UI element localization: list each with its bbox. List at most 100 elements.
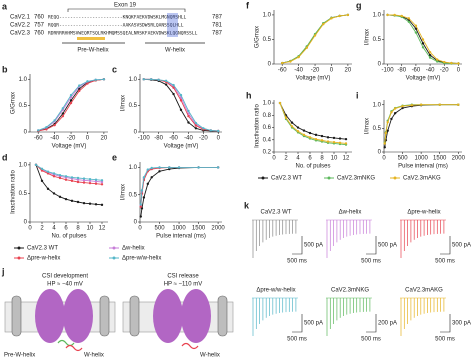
point — [421, 46, 425, 49]
point — [177, 166, 181, 169]
legend-marker — [327, 176, 331, 180]
x-tick-label: -20 — [440, 68, 449, 74]
channel — [153, 289, 183, 343]
point — [419, 103, 423, 106]
subunit — [129, 295, 140, 337]
trace-label: CaV2.3mAKG — [405, 288, 443, 294]
point — [88, 181, 92, 185]
point — [302, 133, 306, 137]
legend-marker — [17, 246, 21, 250]
point — [76, 178, 80, 181]
point — [64, 197, 68, 201]
point — [414, 31, 418, 34]
point — [88, 179, 92, 183]
x-tick-label: 6 — [64, 226, 68, 232]
series-line — [282, 14, 348, 64]
x-tick-label: 2000 — [211, 226, 225, 232]
x-tick-label: 8 — [320, 156, 324, 162]
scale-amp: 500 pA — [378, 243, 397, 249]
x-tick-label: 2 — [40, 226, 44, 232]
point — [61, 112, 65, 115]
x-tick-label: 500 — [398, 156, 409, 162]
scale-bar — [440, 236, 451, 255]
point — [58, 176, 62, 180]
series-line — [384, 104, 459, 143]
point — [70, 199, 74, 203]
highlight — [77, 37, 105, 40]
x-tick-label: 0 — [86, 136, 90, 142]
point — [70, 179, 74, 183]
point — [164, 79, 168, 83]
point — [393, 112, 397, 115]
point — [146, 168, 150, 171]
point — [158, 166, 161, 169]
point — [278, 101, 282, 105]
point — [338, 137, 342, 140]
exon-bracket — [67, 8, 186, 12]
point — [407, 17, 411, 20]
point — [94, 182, 98, 185]
point — [338, 14, 341, 18]
y-tick-label: 1.0 — [19, 162, 28, 168]
panel-label: a — [2, 1, 8, 11]
point — [100, 179, 104, 182]
x-tick-label: 2000 — [452, 156, 466, 162]
w-label: W-helix — [84, 353, 104, 359]
point — [414, 24, 418, 27]
x-tick-label: -20 — [199, 136, 208, 142]
helix — [57, 339, 75, 347]
x-tick-label: 0 — [272, 156, 276, 162]
point — [187, 114, 190, 118]
point — [314, 137, 318, 141]
seq-end: 787 — [212, 31, 223, 37]
point — [139, 203, 142, 206]
x-axis-label: Pulse interval (ms) — [398, 164, 448, 170]
point — [58, 195, 62, 199]
point — [37, 129, 40, 132]
x-tick-label: 1000 — [172, 226, 186, 232]
point — [142, 176, 146, 179]
y-axis-label: Inactivation ratio — [255, 103, 261, 147]
axes — [383, 10, 462, 65]
pre-w-label: Pre-W-helix — [4, 353, 35, 359]
x-axis-label: Voltage (mV) — [52, 144, 87, 150]
point — [69, 93, 73, 97]
seq-name: CaV2.1 — [10, 15, 31, 21]
point — [187, 109, 190, 113]
x-tick-label: 4 — [296, 156, 300, 162]
trace-label: Δw-helix — [339, 210, 362, 216]
legend-marker — [112, 246, 116, 250]
exon-label: Exon 19 — [114, 3, 137, 9]
seq: RDRRRRHHMSVWEQRTSQLRKHMQMSSQEALNRSKFAEKV… — [48, 31, 198, 37]
point — [69, 99, 73, 102]
legend-label: Δpre-w-helix — [27, 256, 60, 262]
panel-label: e — [112, 152, 117, 162]
y-tick-label: 1.0 — [373, 102, 382, 108]
point — [308, 136, 312, 139]
x-tick-label: 0 — [217, 136, 221, 142]
point — [45, 128, 48, 131]
x-tick-label: -60 — [412, 68, 421, 74]
panel-label: k — [244, 200, 250, 210]
legend-label: CaV2.3 WT — [27, 246, 58, 252]
y-tick-label: 1.0 — [263, 101, 272, 107]
point — [386, 129, 389, 132]
point — [58, 173, 62, 177]
panel-label: d — [2, 152, 8, 162]
point — [383, 146, 386, 149]
y-tick-label: 0 — [24, 220, 28, 226]
point — [52, 172, 56, 175]
x-axis-label: Voltage (mV) — [406, 76, 441, 82]
point — [383, 142, 386, 145]
point — [78, 87, 81, 90]
x-tick-label: 0 — [28, 226, 32, 232]
y-tick-label: 0.5 — [129, 192, 138, 198]
legend-label: CaV2.3mNKG — [337, 176, 375, 182]
seq-start: 757 — [34, 23, 45, 29]
point — [326, 136, 330, 139]
point — [61, 107, 65, 110]
point — [142, 196, 146, 199]
legend-label: Δpre-w/w-helix — [122, 256, 161, 262]
point — [386, 121, 389, 124]
legend-marker — [393, 176, 397, 180]
